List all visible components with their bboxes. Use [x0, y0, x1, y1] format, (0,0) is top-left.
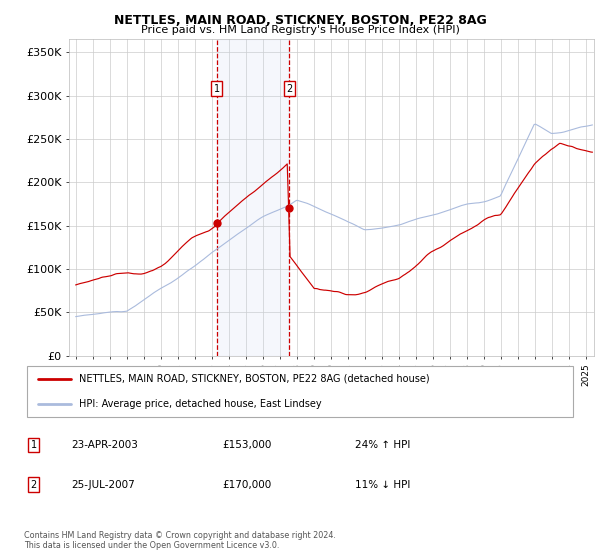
Text: NETTLES, MAIN ROAD, STICKNEY, BOSTON, PE22 8AG (detached house): NETTLES, MAIN ROAD, STICKNEY, BOSTON, PE…	[79, 374, 430, 384]
Text: Price paid vs. HM Land Registry's House Price Index (HPI): Price paid vs. HM Land Registry's House …	[140, 25, 460, 35]
Text: 2: 2	[31, 480, 37, 490]
Text: 1: 1	[214, 83, 220, 94]
Text: HPI: Average price, detached house, East Lindsey: HPI: Average price, detached house, East…	[79, 399, 322, 409]
Text: 1: 1	[31, 440, 37, 450]
Text: 11% ↓ HPI: 11% ↓ HPI	[355, 480, 410, 490]
Text: £170,000: £170,000	[223, 480, 272, 490]
Text: 23-APR-2003: 23-APR-2003	[71, 440, 138, 450]
Text: NETTLES, MAIN ROAD, STICKNEY, BOSTON, PE22 8AG: NETTLES, MAIN ROAD, STICKNEY, BOSTON, PE…	[113, 14, 487, 27]
Bar	[217, 39, 289, 356]
Text: 2: 2	[286, 83, 292, 94]
Text: 25-JUL-2007: 25-JUL-2007	[71, 480, 134, 490]
Text: £153,000: £153,000	[223, 440, 272, 450]
FancyBboxPatch shape	[27, 366, 573, 417]
Text: Contains HM Land Registry data © Crown copyright and database right 2024.
This d: Contains HM Land Registry data © Crown c…	[24, 531, 336, 550]
Text: 24% ↑ HPI: 24% ↑ HPI	[355, 440, 410, 450]
